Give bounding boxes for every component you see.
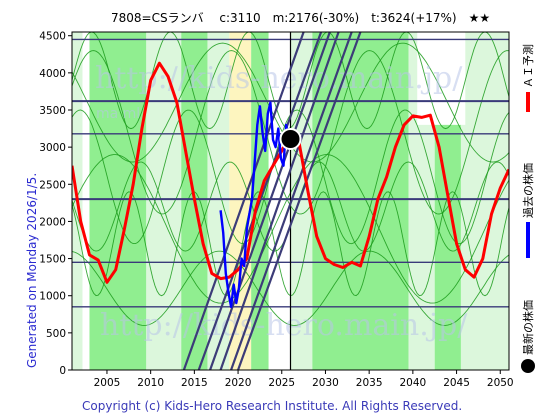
y-tick-label: 1000: [39, 291, 66, 303]
x-tick-label: 2030: [312, 377, 339, 389]
y-tick-label: 1500: [39, 254, 66, 266]
plot-frame: [71, 31, 510, 371]
chart-title: 7808=CSランバ c:3110 m:2176(-30%) t:3624(+1…: [111, 11, 490, 25]
trend-line: [209, 32, 331, 370]
band: [312, 32, 409, 370]
series-line-1: [219, 101, 290, 309]
watermark-small: ma ml: [96, 106, 140, 122]
band: [82, 32, 90, 370]
x-tick-label: 2015: [181, 377, 208, 389]
y-tick-label: 0: [59, 365, 66, 377]
generated-caption: Generated on Monday 2026/1/5.: [25, 173, 39, 368]
y-tick-label: 2000: [39, 216, 66, 228]
x-axis: 2005 2010 2015 2020 2025 2030 2035 2040 2045 2050: [94, 370, 514, 389]
legend-label: ＡＩ予測: [521, 44, 535, 88]
trend-line: [182, 32, 305, 370]
band: [478, 80, 509, 155]
y-tick-label: 4000: [39, 68, 66, 80]
x-tick-label: 2010: [137, 377, 164, 389]
legend-label: 過去の株価: [521, 163, 535, 218]
trend-line: [230, 32, 353, 370]
trend-line: [237, 32, 362, 370]
x-tick-label: 2020: [225, 377, 252, 389]
y-tick-label: 3500: [39, 105, 66, 117]
y-axis: 0 500 1000 1500 2000 2500 3000 3500 4000 4500: [39, 31, 72, 377]
y-tick-label: 500: [46, 328, 66, 340]
band: [290, 32, 313, 370]
trend-line: [197, 32, 323, 370]
x-tick-label: 2025: [268, 377, 295, 389]
x-tick-label: 2005: [94, 377, 121, 389]
latest-price-layer: [279, 127, 302, 150]
latest-price-dot: [279, 127, 302, 150]
x-tick-label: 2040: [399, 377, 426, 389]
trend-lines: [182, 32, 362, 370]
copyright-footer: Copyright (c) Kids-Hero Research Institu…: [82, 399, 462, 413]
watermark-line-2: http://kids-hero.main.jp/: [100, 308, 468, 343]
x-tick-label: 2035: [356, 377, 383, 389]
trend-line: [219, 32, 340, 370]
legend-label: 最新の株価: [521, 300, 535, 355]
x-tick-label: 2045: [443, 377, 470, 389]
legend-dot: [521, 359, 535, 373]
watermark: http://kids-hero.main.jp/ ma ml http://k…: [95, 61, 468, 343]
y-tick-label: 3000: [39, 142, 66, 154]
band: [89, 32, 147, 370]
x-tick-label: 2050: [487, 377, 514, 389]
y-tick-label: 4500: [39, 31, 66, 43]
y-tick-label: 2500: [39, 179, 66, 191]
